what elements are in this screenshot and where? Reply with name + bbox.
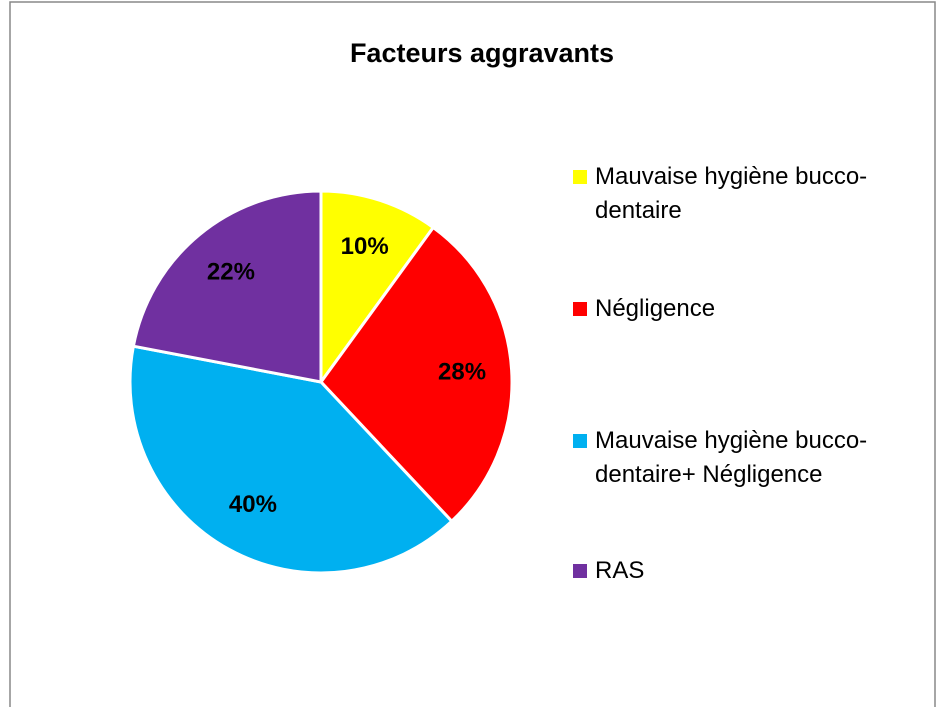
chart-border [9, 1, 936, 707]
pie-slice [131, 189, 323, 384]
pie-slice [128, 344, 454, 575]
pie-slice [319, 225, 514, 524]
data-label: 22% [207, 258, 255, 285]
legend-swatch [573, 170, 587, 184]
legend-label: Négligence [595, 295, 716, 322]
data-label: 40% [229, 491, 277, 518]
legend-entry: Négligence [573, 292, 913, 326]
legend-entry: RAS [573, 554, 913, 588]
legend-swatch [573, 302, 587, 316]
data-label: 28% [438, 358, 486, 385]
legend-label: Mauvaise hygiène bucco-dentaire [595, 163, 868, 224]
legend-label: RAS [595, 557, 645, 584]
data-label: 10% [341, 233, 389, 260]
legend-entry: Mauvaise hygiène bucco-dentaire [573, 160, 913, 228]
legend-label: Mauvaise hygiène bucco-dentaire+ Néglige… [595, 427, 868, 488]
pie-slice [319, 189, 436, 387]
legend-entry: Mauvaise hygiène bucco-dentaire+ Néglige… [573, 424, 913, 492]
legend-swatch [573, 434, 587, 448]
chart-title: Facteurs aggravants [350, 38, 614, 68]
legend-swatch [573, 564, 587, 578]
